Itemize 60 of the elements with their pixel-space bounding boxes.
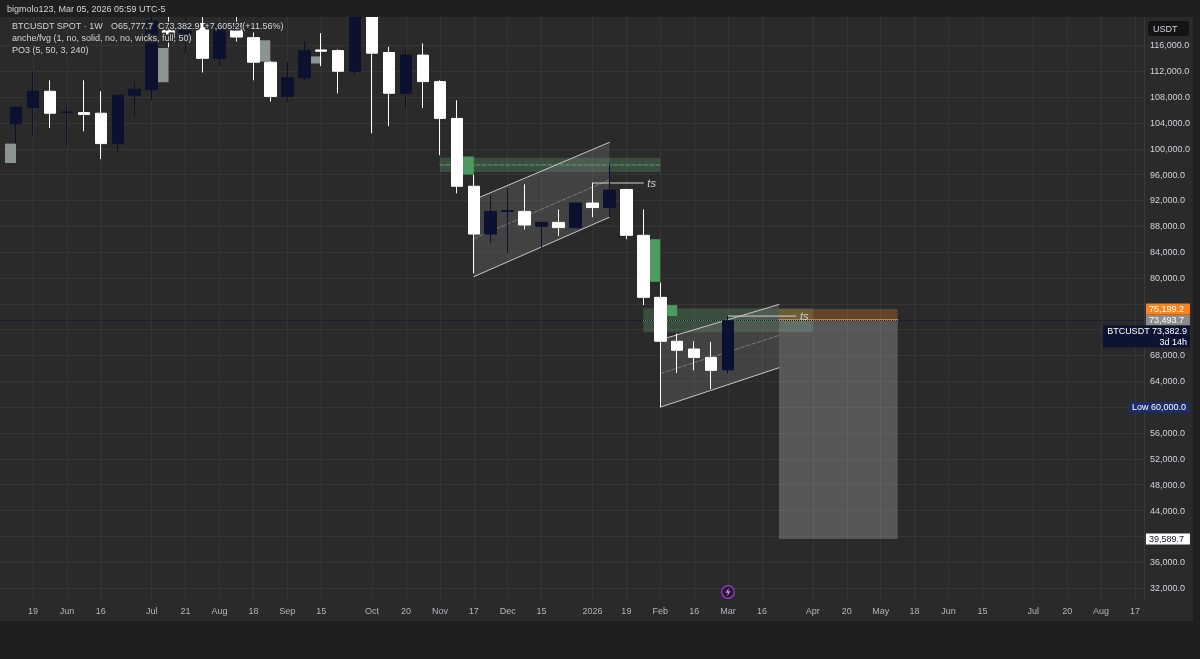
x-tick-label: Feb [652,605,669,616]
series-label: ts [647,177,657,190]
ref-line-label: BTCUSDT 73,382.9 3d 14h [1107,325,1187,347]
chart-subtitle: bigmolo123, Mar 05, 2026 05:59 UTC-5 [7,4,166,14]
y-tick-label: 104,000.0 [1149,117,1191,128]
x-tick-label: 18 [909,605,920,616]
x-tick-label: 15 [536,605,547,616]
chart-title: BTCUSDT SPOT · 1W [12,21,104,31]
y-tick-label: 64,000.0 [1149,376,1186,387]
x-tick-label: 17 [1129,605,1140,616]
y-tick-label: 84,000.0 [1149,247,1186,258]
y-axis-title: USDT [1153,23,1178,34]
x-tick-label: 20 [1062,605,1073,616]
x-tick-label: 19 [621,605,632,616]
y-tick-label: 48,000.0 [1149,479,1186,490]
x-tick-label: Apr [805,605,820,616]
y-tick-label: 68,000.0 [1149,350,1186,361]
y-tick-label: 56,000.0 [1149,427,1186,438]
x-tick-label: Jul [145,605,158,616]
y-tick-label: 32,000.0 [1149,583,1186,594]
x-tick-label: Dec [499,605,517,616]
y2-tick-label: 39,589.7 [1148,533,1185,544]
x-tick-label: Nov [431,605,449,616]
y2-tick-label: 73,493.7 [1148,314,1185,325]
x-tick-label: Jun [941,605,956,616]
y-tick-label: 88,000.0 [1149,221,1186,232]
series-label: ts [799,310,809,323]
x-tick-label: 2026 [582,605,603,616]
y-tick-label: 108,000.0 [1149,92,1191,103]
y2-tick-label: 75,199.2 [1148,303,1185,314]
y-tick-label: 44,000.0 [1149,505,1186,516]
x-tick-label: Sep [279,605,296,616]
y-tick-label: 80,000.0 [1149,272,1186,283]
x-tick-label: Aug [1093,605,1110,616]
x-tick-label: 15 [316,605,327,616]
x-tick-label: 16 [689,605,700,616]
x-tick-label: 21 [180,605,191,616]
x-tick-label: 16 [95,605,106,616]
y-tick-label: 100,000.0 [1149,143,1191,154]
y-tick-label: 96,000.0 [1149,169,1186,180]
x-tick-label: 19 [27,605,39,616]
annotation: PO3 (5, 50, 3, 240) [12,45,89,55]
x-tick-label: Oct [365,605,380,616]
x-tick-label: 17 [468,605,479,616]
x-tick-label: Jun [59,605,75,616]
y-tick-label: 116,000.0 [1149,40,1190,51]
y-tick-label: 112,000.0 [1149,66,1190,77]
x-tick-label: 15 [977,605,988,616]
y2-tick-label: Low 60,000.0 [1131,402,1186,413]
x-tick-label: 18 [248,605,259,616]
x-tick-label: 20 [400,605,411,616]
x-tick-label: May [872,605,890,616]
x-tick-label: Jul [1027,605,1040,616]
y-tick-label: 52,000.0 [1149,453,1186,464]
x-tick-label: Aug [211,605,228,616]
y-tick-label: 92,000.0 [1149,195,1186,206]
x-tick-label: Mar [720,605,736,616]
x-tick-label: 20 [841,605,852,616]
y-tick-label: 36,000.0 [1149,557,1186,568]
x-tick-label: 16 [756,605,768,616]
